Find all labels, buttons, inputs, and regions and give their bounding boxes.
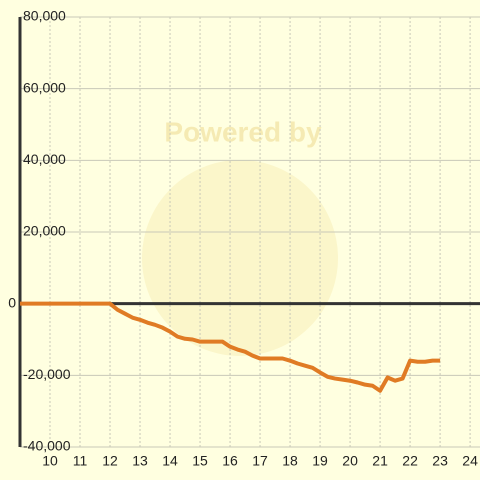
y-tick-label: 80,000 <box>23 8 66 24</box>
x-tick-label: 18 <box>282 453 298 469</box>
x-tick-label: 11 <box>73 453 88 469</box>
y-tick-label: 40,000 <box>23 151 66 167</box>
y-tick-label: 0 <box>8 294 16 310</box>
y-tick-label: -40,000 <box>23 438 71 454</box>
watermark-logo <box>142 160 338 356</box>
y-tick-label: 20,000 <box>23 223 66 239</box>
watermark: Powered by <box>164 116 322 147</box>
x-tick-label: 15 <box>192 453 208 469</box>
x-tick-label: 21 <box>372 453 388 469</box>
x-tick-label: 23 <box>432 453 448 469</box>
data-line <box>20 301 441 393</box>
y-tick-label: 60,000 <box>23 79 66 95</box>
x-tick-label: 10 <box>42 453 58 469</box>
x-tick-label: 14 <box>162 453 178 469</box>
x-tick-label: 17 <box>252 453 268 469</box>
x-tick-label: 19 <box>312 453 328 469</box>
x-tick-label: 22 <box>402 453 418 469</box>
x-tick-label: 24 <box>462 453 478 469</box>
x-tick-label: 16 <box>222 453 238 469</box>
y-tick-label: -20,000 <box>23 366 71 382</box>
x-tick-label: 13 <box>132 453 148 469</box>
x-tick-label: 20 <box>342 453 358 469</box>
x-tick-label: 12 <box>102 453 118 469</box>
